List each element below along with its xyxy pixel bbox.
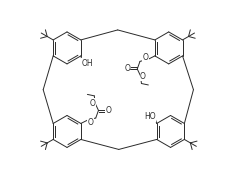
Text: O: O [140,72,146,81]
Text: OH: OH [82,59,93,68]
Text: O: O [142,53,148,62]
Text: O: O [124,64,130,73]
Text: HO: HO [144,112,156,121]
Text: O: O [106,106,112,115]
Text: O: O [87,118,93,127]
Text: O: O [90,99,96,108]
